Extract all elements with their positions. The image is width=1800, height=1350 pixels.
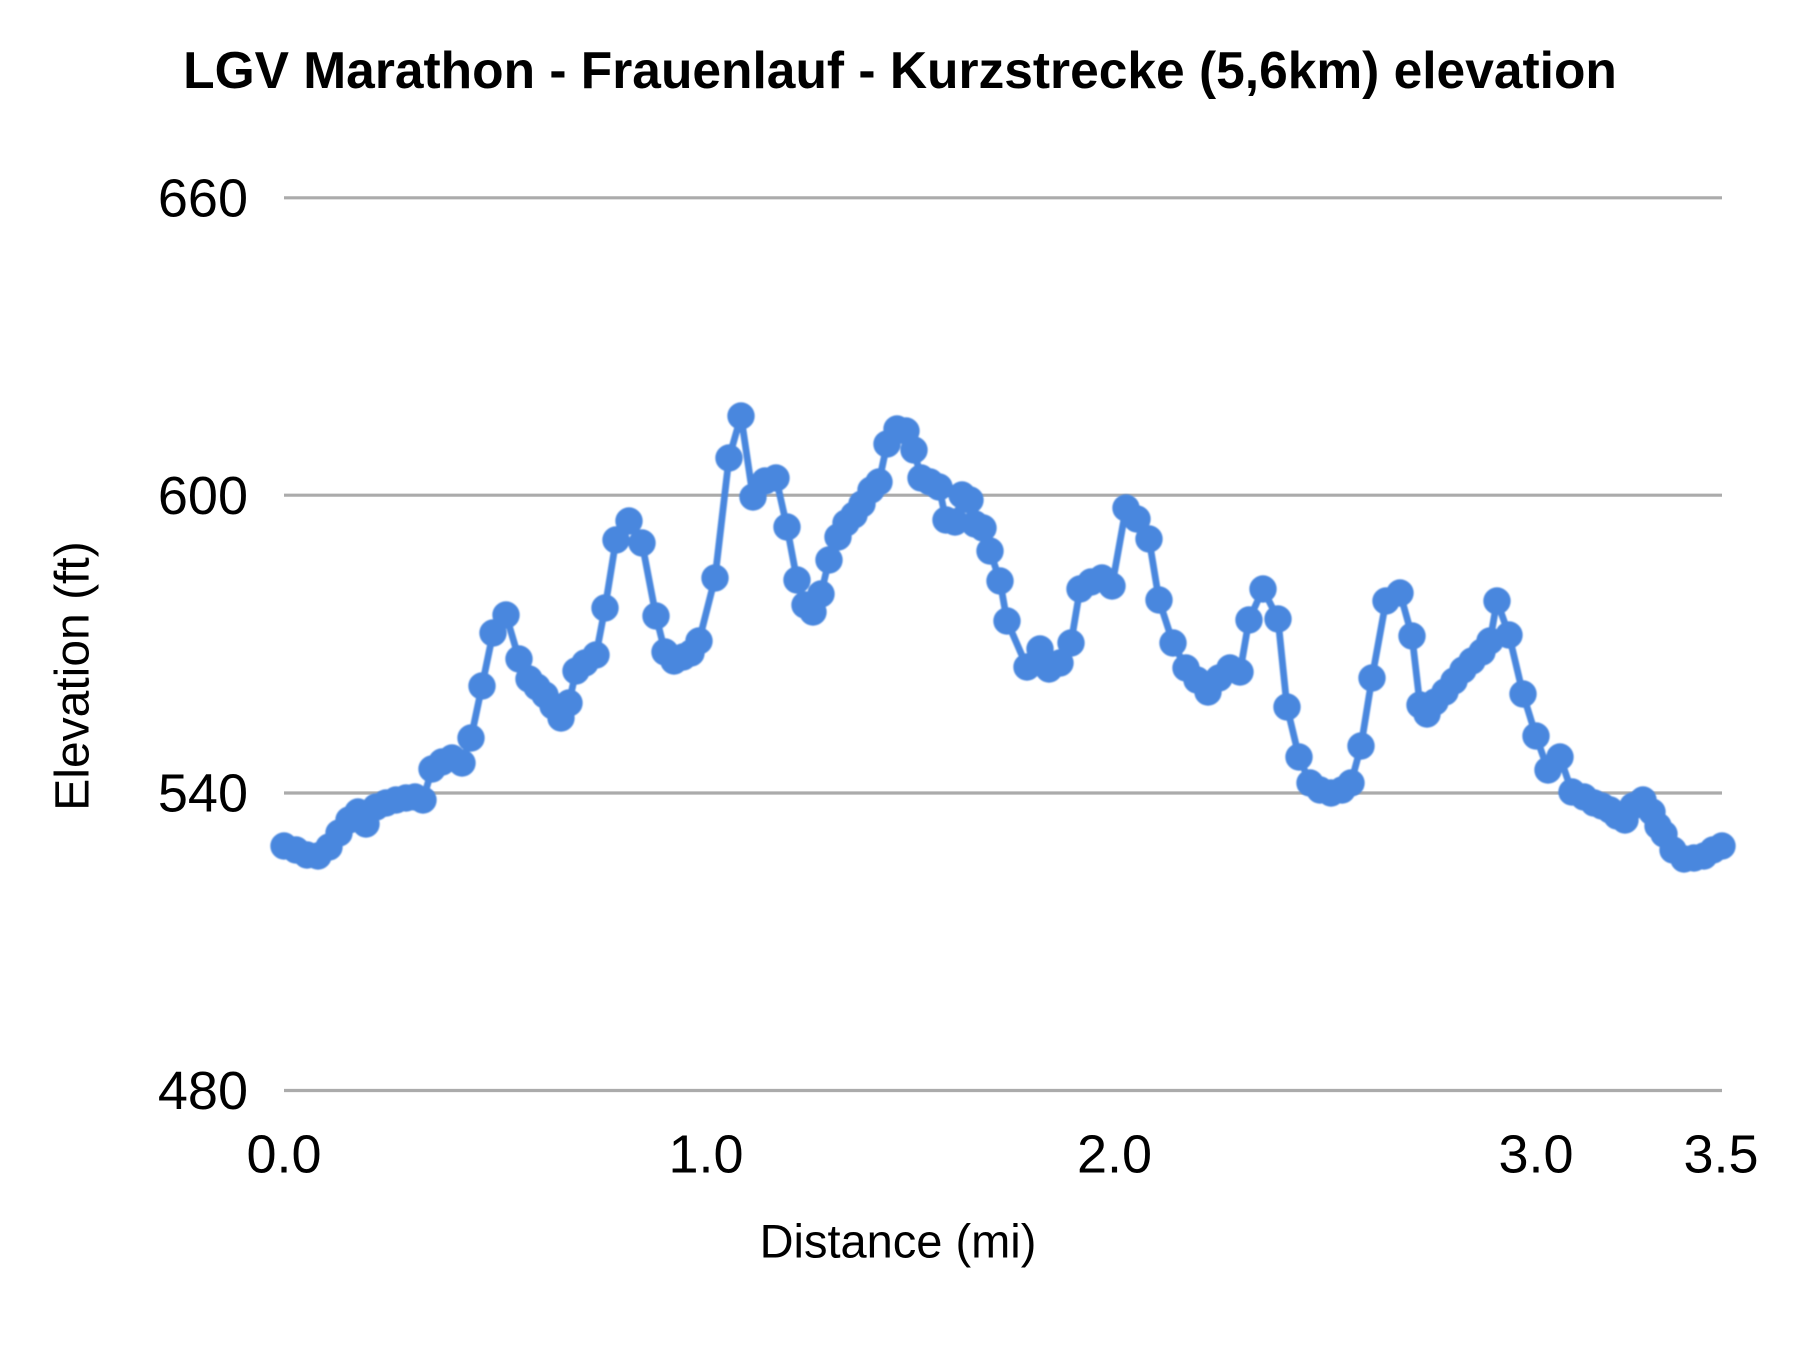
svg-text:Elevation (ft): Elevation (ft) [47,541,100,810]
svg-text:3.0: 3.0 [1498,1125,1573,1185]
svg-text:0.0: 0.0 [246,1125,321,1185]
svg-text:2.0: 2.0 [1077,1125,1152,1185]
svg-text:540: 540 [158,764,248,824]
svg-text:Distance (mi): Distance (mi) [760,1215,1037,1268]
svg-text:3.5: 3.5 [1683,1125,1758,1185]
svg-text:660: 660 [158,168,248,228]
svg-text:600: 600 [158,466,248,526]
svg-text:1.0: 1.0 [668,1125,743,1185]
svg-text:480: 480 [158,1061,248,1121]
svg-text:LGV Marathon - Frauenlauf - Ku: LGV Marathon - Frauenlauf - Kurzstrecke … [183,41,1617,99]
